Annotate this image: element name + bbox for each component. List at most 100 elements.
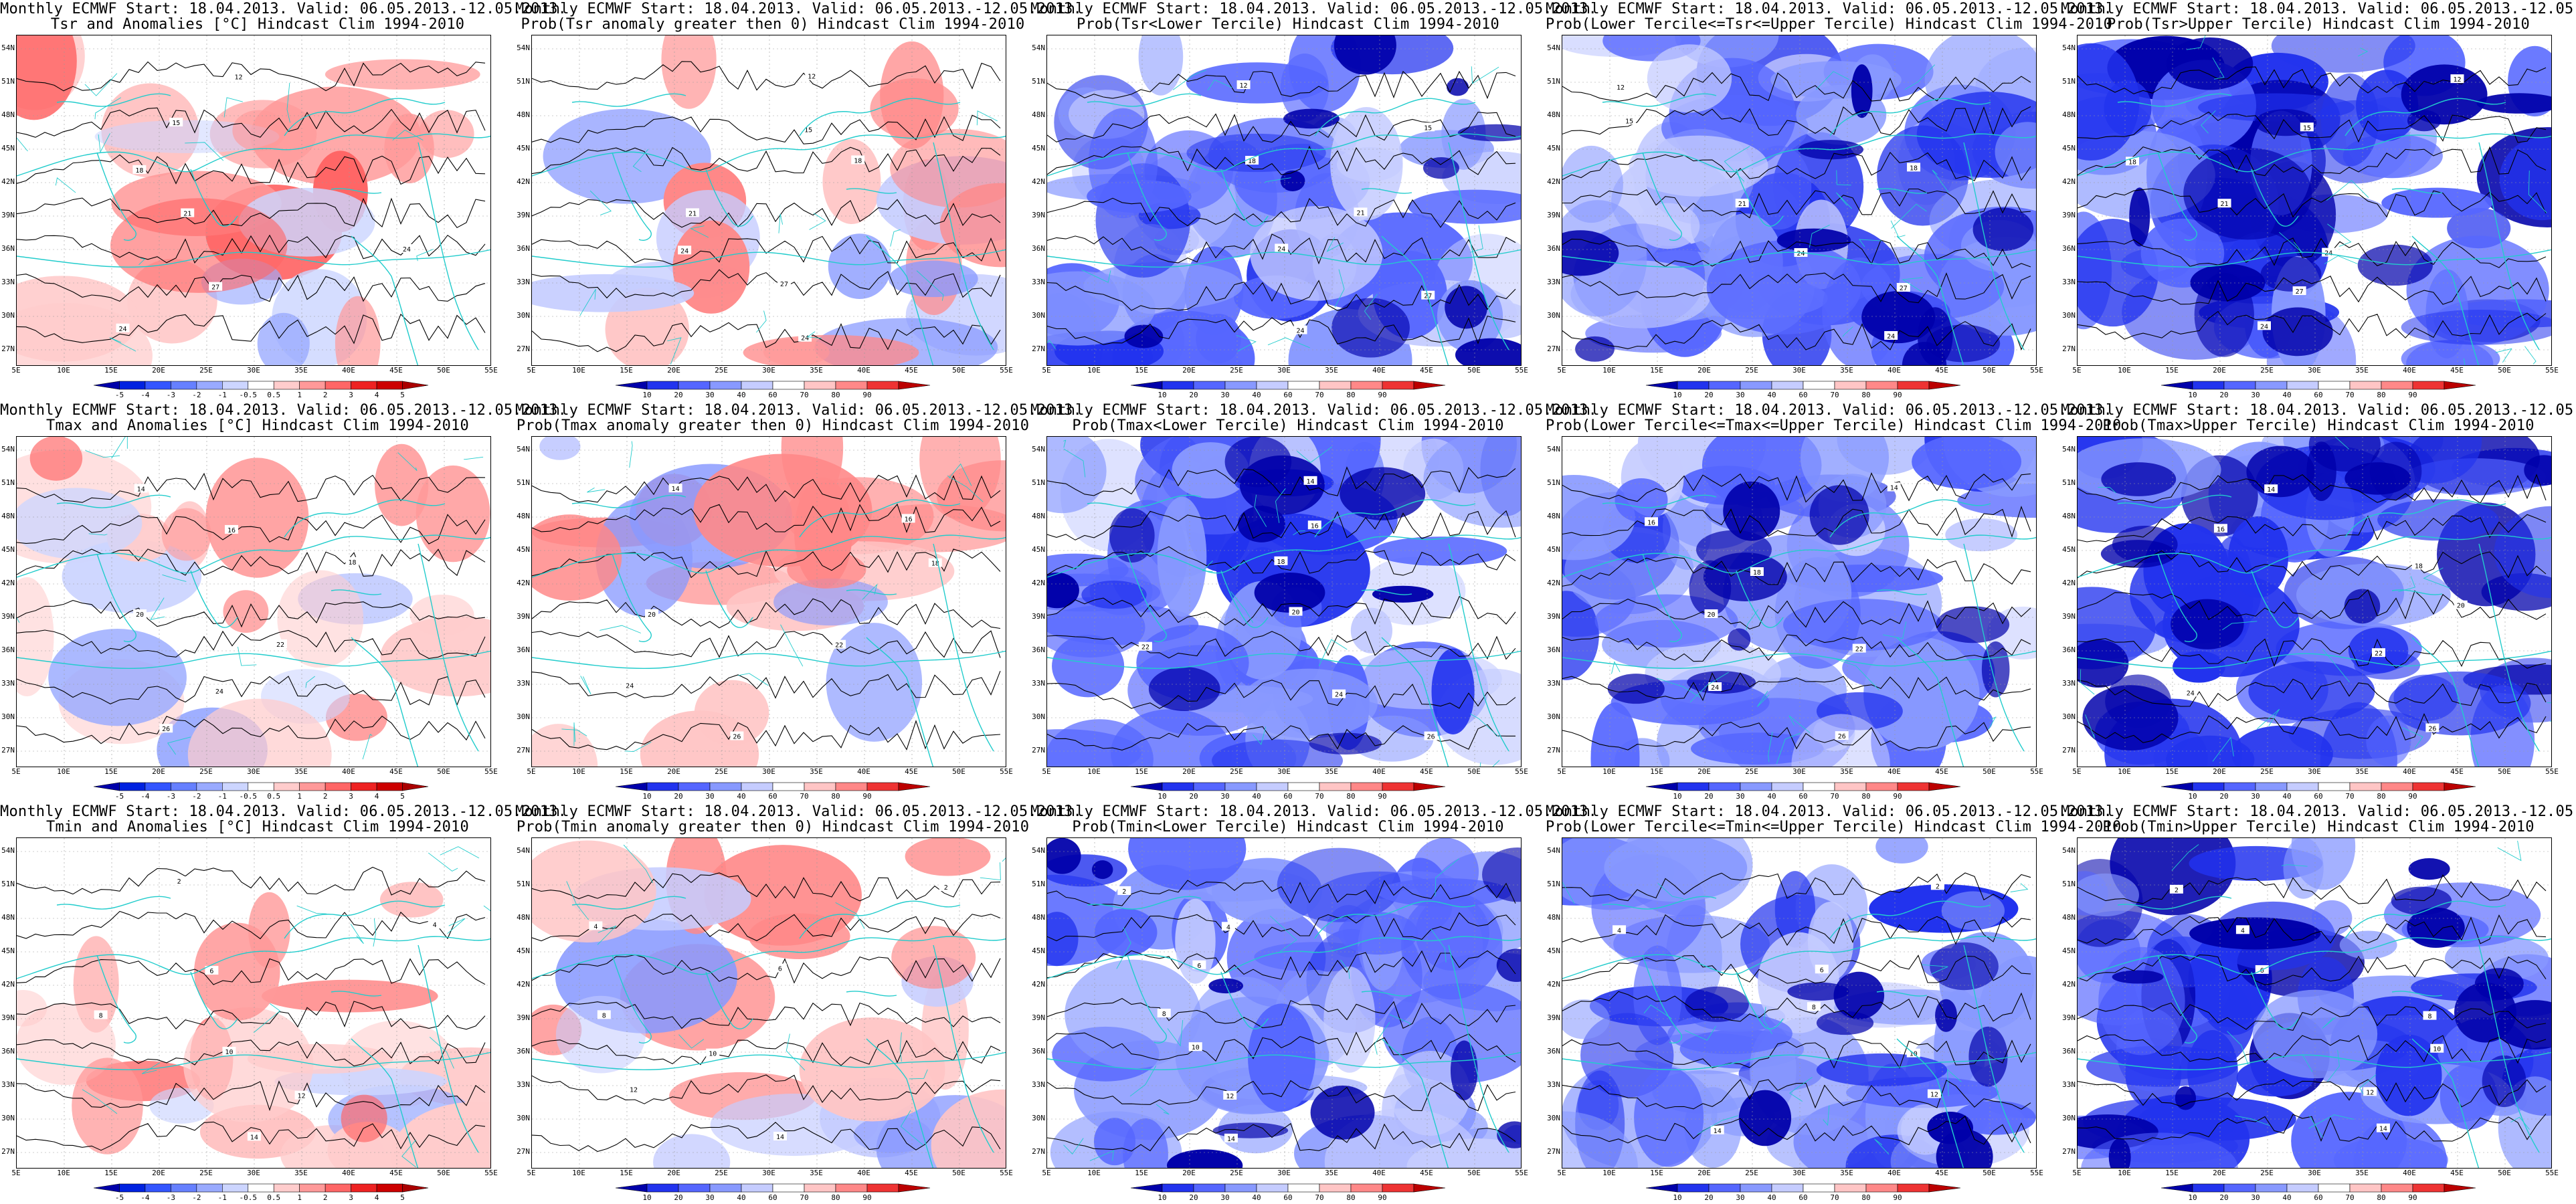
contour-label-box: [939, 882, 953, 892]
lat-tick-label: 27N: [2062, 1147, 2076, 1156]
colorbar-segment: [1928, 1183, 1961, 1193]
contour-line: [532, 1122, 1001, 1152]
shaded-region: [781, 437, 844, 506]
lat-tick-label: 36N: [1547, 1047, 1560, 1056]
shaded-region: [1065, 959, 1201, 1069]
contour-label-box: [2450, 74, 2464, 84]
country-border: [1902, 277, 1923, 292]
lat-tick-label: 39N: [1032, 1013, 1045, 1022]
colorbar-tick-label: 70: [1315, 1193, 1324, 1202]
lon-tick-label: 40E: [857, 1169, 870, 1177]
lat-tick-label: 54N: [1032, 846, 1045, 855]
colorbar-segment: [1382, 1183, 1414, 1193]
shaded-region: [2078, 639, 2129, 688]
shaded-region: [2524, 455, 2551, 486]
panel-title-line2: Prob(Tmin anomaly greater then 0) Hindca…: [516, 819, 1030, 835]
coastline: [1361, 188, 1412, 194]
shaded-region: [380, 616, 490, 697]
colorbar-segment: [866, 381, 899, 390]
shaded-region: [1590, 702, 1640, 767]
colorbar-segment: [2444, 381, 2476, 390]
lat-tick-label: 54N: [517, 846, 530, 855]
lat-tick-label: 30N: [1, 311, 15, 320]
country-border: [1823, 1105, 1830, 1126]
map-svg: 2 4 6 8 10 12 14: [2078, 838, 2551, 1168]
map-panel: Monthly ECMWF Start: 18.04.2013. Valid: …: [1030, 803, 1598, 1204]
colorbar-tick-label: 4: [374, 792, 379, 801]
colorbar-segment: [2286, 1183, 2319, 1193]
coastline: [846, 188, 897, 194]
contour-line: [532, 630, 1001, 658]
contour-label: 12: [2453, 76, 2461, 84]
lat-tick-label: 27N: [1032, 1147, 1045, 1156]
colorbar-segment: [325, 1183, 351, 1193]
shaded-region: [1562, 999, 1610, 1039]
country-border: [862, 583, 878, 600]
contour-label-box: [205, 966, 219, 975]
country-border: [1836, 170, 1851, 186]
shaded-region: [2366, 715, 2411, 767]
shaded-region: [1972, 207, 2034, 252]
lat-tick-label: 54N: [2062, 445, 2076, 454]
lon-tick-label: 15E: [1135, 767, 1148, 776]
colorbar-segment: [196, 782, 223, 791]
lon-tick-label: 50E: [2498, 767, 2511, 776]
contour-line: [17, 472, 486, 503]
colorbar-segment: [1319, 1183, 1352, 1193]
country-border: [786, 1033, 806, 1071]
lat-tick-label: 45N: [1032, 144, 1045, 153]
country-border: [1746, 609, 1759, 631]
contour-label-box: [399, 243, 413, 253]
colorbar-tick-label: 90: [2408, 792, 2417, 801]
country-border: [139, 258, 146, 266]
contour-label: 6: [1197, 963, 1201, 970]
lon-tick-label: 55E: [484, 366, 498, 375]
contour-label-box: [2454, 600, 2468, 609]
colorbar-segment: [646, 381, 679, 390]
map-area: 2 4 6 8 10 12 14: [1046, 837, 1522, 1169]
colorbar: [2160, 381, 2476, 390]
lon-tick-label: 50E: [437, 366, 450, 375]
country-border: [98, 133, 110, 153]
lat-tick-label: 42N: [2062, 579, 2076, 587]
colorbar-tick-label: 90: [862, 792, 872, 801]
contour-line: [1047, 315, 1516, 345]
lon-tick-label: 15E: [1135, 1169, 1148, 1177]
contour-label: 24: [1711, 684, 1719, 692]
contour-label: 18: [1277, 559, 1285, 566]
lat-tick-label: 27N: [1, 746, 15, 755]
shaded-region: [1562, 1111, 1638, 1168]
panel-title-line2: Tmin and Anomalies [°C] Hindcast Clim 19…: [46, 819, 469, 835]
lon-tick-label: 5E: [1042, 1169, 1051, 1177]
contour-label-box: [730, 731, 744, 740]
colorbar: [615, 1183, 931, 1193]
contour-label: 18: [348, 559, 356, 567]
lat-tick-label: 33N: [517, 679, 530, 688]
contour-line: [2078, 550, 2547, 581]
contour-label-box: [2183, 688, 2197, 697]
country-border: [2171, 844, 2199, 871]
contour-label-box: [1807, 1002, 1821, 1011]
contour-label: 18: [1248, 158, 1256, 165]
lon-tick-label: 50E: [952, 366, 965, 375]
lat-tick-label: 36N: [517, 1047, 530, 1056]
shaded-region: [1634, 1067, 1704, 1167]
contour-line: [2078, 638, 2547, 669]
contour-line: [2078, 1034, 2547, 1064]
panel-title-line1: Monthly ECMWF Start: 18.04.2013. Valid: …: [1546, 1, 2113, 17]
panel-title-line1: Monthly ECMWF Start: 18.04.2013. Valid: …: [1030, 803, 1598, 820]
panel-title-line1: Monthly ECMWF Start: 18.04.2013. Valid: …: [0, 803, 567, 820]
coastline: [2157, 955, 2197, 1043]
country-border: [296, 905, 327, 914]
lon-tick-label: 20E: [152, 767, 165, 776]
shaded-region: [2375, 1034, 2442, 1116]
colorbar-segment: [93, 782, 120, 791]
colorbar-segment: [402, 782, 429, 791]
map-area: 2 4 6 8 10 12 14: [1562, 837, 2037, 1169]
contour-label-box: [2217, 199, 2231, 208]
colorbar-segment: [1803, 782, 1835, 791]
colorbar-segment: [1193, 1183, 1226, 1193]
contour-line: [532, 114, 1001, 144]
country-border: [1063, 439, 1067, 448]
lat-tick-label: 30N: [1547, 712, 1560, 721]
